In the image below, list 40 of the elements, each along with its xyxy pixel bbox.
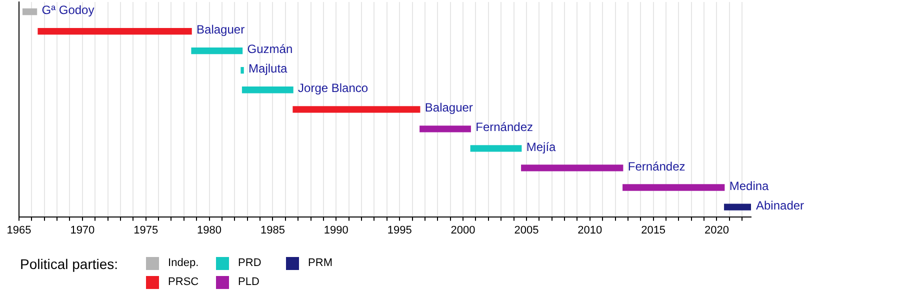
y-tick-label: Fernández	[476, 120, 534, 134]
legend-label: PLD	[238, 276, 260, 288]
x-tick-label: 2015	[641, 224, 666, 236]
y-tick-label: Majluta	[248, 62, 288, 76]
y-tick-label: Gª Godoy	[42, 3, 94, 18]
bar	[38, 28, 192, 35]
y-tick-label: Medina	[729, 178, 770, 193]
bar	[191, 47, 243, 54]
x-tick-label: 2005	[514, 224, 539, 236]
x-tick-label: 1990	[324, 224, 348, 236]
y-tick-label: Jorge Blanco	[298, 81, 368, 96]
bar	[622, 184, 725, 191]
bar	[724, 204, 751, 210]
x-tick-label: 2000	[450, 224, 476, 236]
y-tick-label: Balaguer	[424, 100, 473, 115]
bar	[242, 86, 294, 94]
bar	[292, 106, 420, 113]
bar	[470, 145, 522, 152]
x-tick-label: 1985	[260, 224, 285, 236]
legend-label: PRSC	[168, 276, 199, 288]
bar	[240, 67, 244, 74]
legend-label: Indep.	[168, 257, 199, 269]
x-tick-label: 1980	[197, 224, 222, 236]
y-tick-label: Balaguer	[196, 22, 245, 37]
y-tick-label: Abinader	[756, 198, 804, 212]
y-tick-label: Mejía	[526, 140, 556, 154]
y-tick-label: Guzmán	[247, 42, 293, 56]
legend-title: Political parties:	[20, 256, 118, 272]
x-tick-label: 1975	[134, 224, 158, 236]
bar	[420, 126, 471, 132]
legend-label: PRD	[238, 257, 262, 269]
x-tick-label: 1995	[387, 224, 412, 236]
bar	[22, 8, 38, 16]
legend-label: PRM	[308, 257, 332, 269]
bar	[521, 164, 624, 172]
x-tick-label: 1970	[70, 224, 95, 236]
x-tick-label: 2010	[578, 224, 602, 236]
x-tick-label: 2020	[704, 224, 729, 236]
y-tick-label: Fernández	[628, 159, 686, 174]
x-tick-label: 1965	[6, 224, 32, 236]
